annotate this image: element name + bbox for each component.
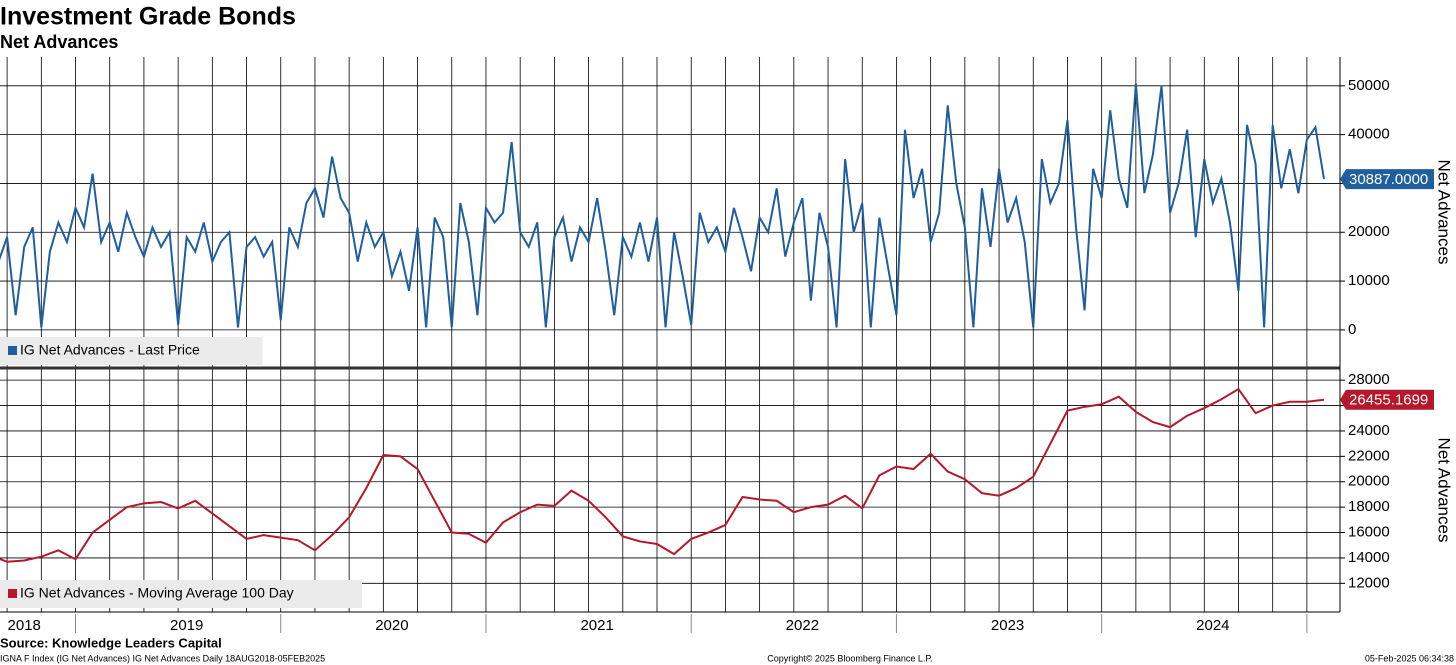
legend-label: IG Net Advances - Last Price: [20, 342, 200, 358]
y-tick-label: 22000: [1348, 447, 1390, 464]
x-tick-label: 2023: [991, 617, 1024, 634]
y-axis-label: Net Advances: [1435, 160, 1454, 265]
footer-left: IGNA F Index (IG Net Advances) IG Net Ad…: [0, 653, 325, 663]
x-tick-label: 2018: [8, 617, 41, 634]
legend-box: [0, 580, 362, 608]
y-tick-label: 28000: [1348, 371, 1390, 388]
last-value-tag: [1340, 389, 1434, 410]
footer-right: 05-Feb-2025 06:34:38: [1365, 653, 1454, 663]
series-line: [0, 83, 1325, 328]
y-tick-label: 24000: [1348, 422, 1390, 439]
y-tick-label: 20000: [1348, 223, 1390, 240]
legend-swatch: [8, 346, 17, 355]
last-value-label: 26455.1699: [1349, 392, 1428, 409]
x-tick-label: 2022: [786, 617, 819, 634]
chart-subtitle: Net Advances: [0, 32, 118, 52]
legend-swatch: [8, 589, 17, 598]
x-tick-label: 2024: [1196, 617, 1229, 634]
series-line: [0, 387, 1325, 563]
last-value-label: 30887.0000: [1349, 171, 1428, 188]
y-tick-label: 50000: [1348, 77, 1390, 94]
y-tick-label: 14000: [1348, 549, 1390, 566]
y-tick-label: 16000: [1348, 524, 1390, 541]
last-value-tag: [1340, 169, 1434, 190]
y-axis-label: Net Advances: [1435, 438, 1454, 543]
source: Source: Knowledge Leaders Capital: [0, 635, 222, 650]
y-tick-label: 20000: [1348, 473, 1390, 490]
y-tick-label: 12000: [1348, 574, 1390, 591]
y-tick-label: 0: [1348, 321, 1356, 338]
footer-center: Copyright© 2025 Bloomberg Finance L.P.: [767, 653, 933, 663]
legend-box: [0, 337, 263, 365]
x-tick-label: 2021: [580, 617, 613, 634]
y-tick-label: 10000: [1348, 272, 1390, 289]
chart-title: Investment Grade Bonds: [0, 3, 296, 31]
legend-label: IG Net Advances - Moving Average 100 Day: [20, 585, 294, 601]
y-tick-label: 18000: [1348, 498, 1390, 515]
grid: [0, 57, 1340, 612]
x-tick-label: 2019: [170, 617, 203, 634]
x-tick-label: 2020: [375, 617, 408, 634]
y-tick-label: 40000: [1348, 126, 1390, 143]
